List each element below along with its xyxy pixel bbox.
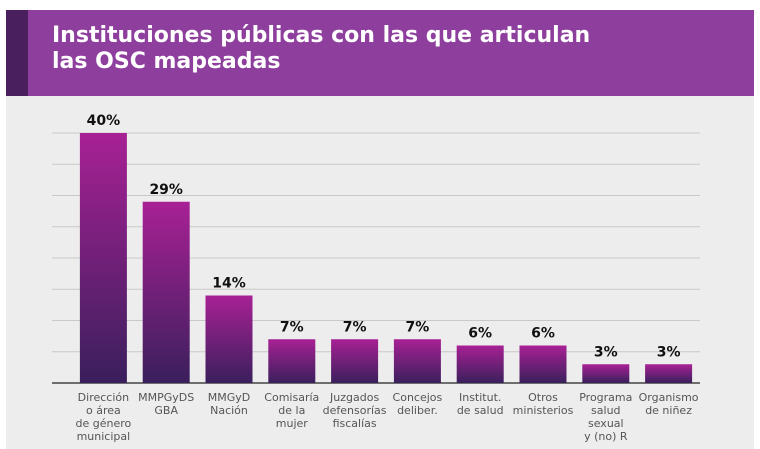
x-tick-label: Otros ministerios [513,391,574,417]
bar [79,133,127,383]
x-tick-label: Institut. de salud [457,391,504,417]
value-label: 14% [212,276,246,292]
header-strip [6,10,28,96]
x-tick-label: Organismo de niñez [639,391,699,417]
bar [205,295,253,383]
value-label: 7% [406,319,430,335]
x-tick-label: Juzgados defensorías fiscalías [323,391,387,430]
bar [268,339,316,383]
bar [393,339,441,383]
value-label: 6% [531,326,555,342]
bar [645,364,693,383]
header [6,10,754,96]
value-label: 7% [343,319,367,335]
value-label: 3% [594,344,618,360]
x-tick-label: Concejos deliber. [393,391,443,417]
bar [456,345,504,383]
bar [331,339,379,383]
bar [582,364,630,383]
bar [142,201,190,383]
value-label: 29% [149,182,183,198]
chart-title: Instituciones públicas con las que artic… [52,23,590,74]
x-tick-label: Dirección o área de género municipal [76,391,132,443]
bar [519,345,567,383]
x-tick-label: MMGyD Nación [208,391,251,417]
value-label: 40% [87,113,121,129]
plot-background [6,96,754,449]
value-label: 7% [280,319,304,335]
value-label: 3% [657,344,681,360]
x-tick-label: Comisaría de la mujer [264,391,319,430]
value-label: 6% [468,326,492,342]
x-tick-label: Programa salud sexual y (no) R [579,391,632,443]
x-tick-label: MMPGyDS GBA [138,391,194,417]
